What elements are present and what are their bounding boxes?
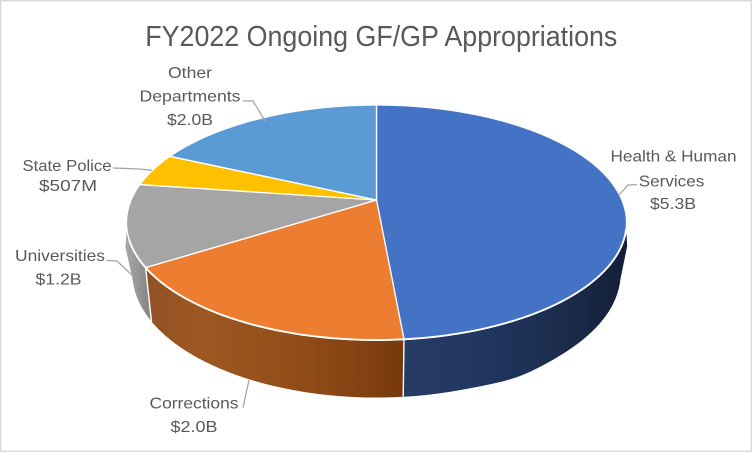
svg-text:Health & Human: Health & Human <box>611 149 737 166</box>
svg-text:$2.0B: $2.0B <box>167 112 213 129</box>
svg-text:$2.0B: $2.0B <box>171 419 218 436</box>
svg-text:FY2022 Ongoing GF/GP Appropria: FY2022 Ongoing GF/GP Appropriations <box>145 21 617 53</box>
svg-text:$5.3B: $5.3B <box>650 196 696 213</box>
svg-text:Universities: Universities <box>15 248 105 265</box>
svg-text:$1.2B: $1.2B <box>36 271 82 288</box>
svg-text:Services: Services <box>639 173 705 190</box>
svg-text:Corrections: Corrections <box>150 395 239 412</box>
svg-text:Other: Other <box>168 65 213 82</box>
svg-text:$507M: $507M <box>39 178 97 195</box>
svg-text:Departments: Departments <box>140 89 241 106</box>
svg-text:State Police: State Police <box>23 158 112 175</box>
